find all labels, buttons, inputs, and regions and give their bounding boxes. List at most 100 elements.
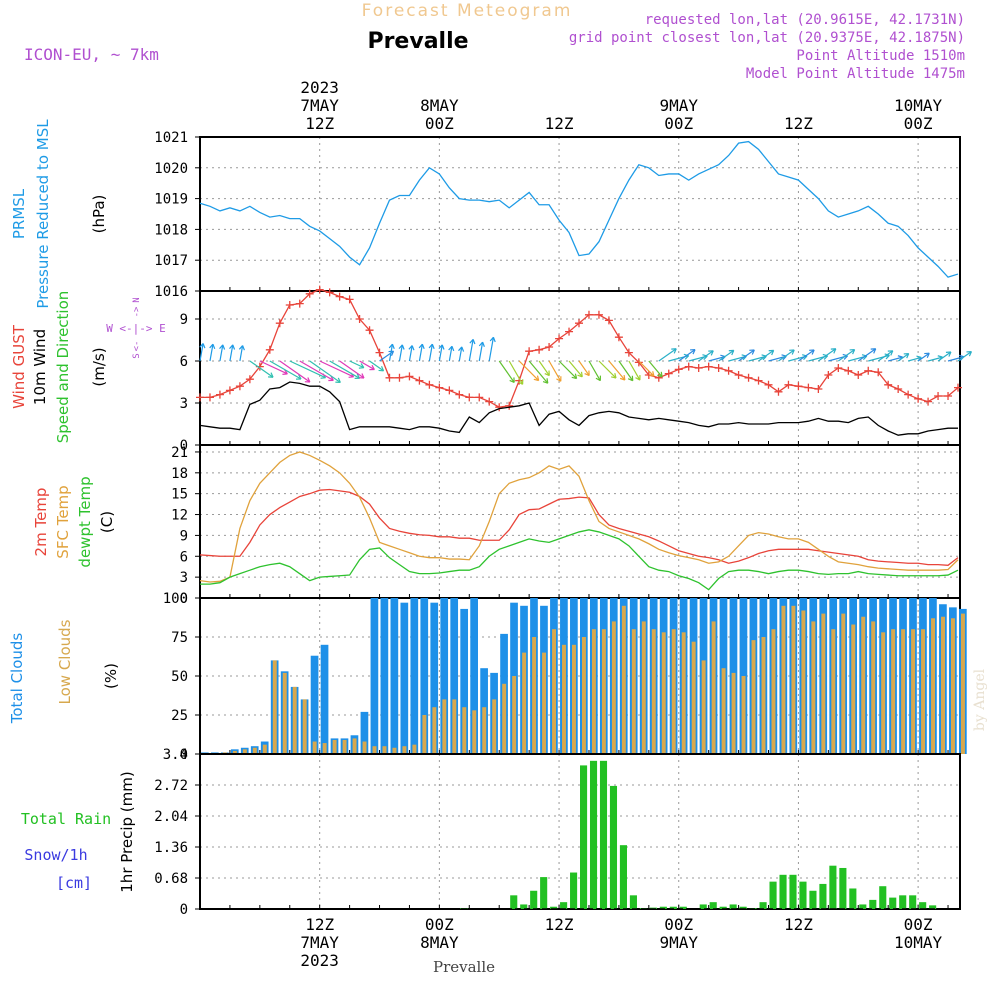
wind-labels: Wind GUST 10m Wind Speed and Direction (… [10,291,166,444]
wind-vector [299,360,334,381]
panel-frame [199,444,961,599]
wind-vector [548,360,562,382]
bar-rain [589,760,598,909]
ytick-label: 1020 [154,161,188,177]
gust-marker [455,390,464,399]
gust-marker [205,393,214,402]
ytick-label: 0 [180,438,188,454]
bar-low-clouds [731,672,736,754]
wind-vector-head [469,338,476,345]
wind-vector-head [533,375,540,382]
gust-marker [894,385,903,393]
wind-vector-head [335,377,341,384]
wind-vector-head [238,345,245,351]
gust-marker [565,327,574,336]
gridpoint-coords: grid point closest lon,lat (20.9375E, 42… [569,30,965,46]
ytick-label: 1016 [154,284,188,300]
bar-low-clouds [891,629,896,754]
bar-rain [899,895,907,909]
bar-low-clouds [701,660,706,754]
time-label: 2023 [300,78,339,97]
bar-low-clouds [601,629,606,754]
bar-rain [679,906,687,909]
gust-marker [445,386,454,395]
bar-low-clouds [362,741,367,754]
time-label: 00Z [664,114,693,133]
wind-vector [458,346,463,362]
gust-marker [425,380,434,389]
bar-low-clouds [761,637,766,754]
wind-vector-head [924,352,930,359]
gust-marker [325,288,334,297]
gust-marker [884,380,893,389]
station-title: Prevalle [367,29,468,54]
wind-vector [538,360,550,376]
wind-vector-head [556,376,562,382]
bar-low-clouds [901,629,906,754]
bar-low-clouds [681,632,686,754]
wind-vector [488,337,495,362]
bar-rain [709,902,717,909]
bar-low-clouds [302,699,307,754]
bar-rain [550,906,558,909]
ytick-label: 3.4 [163,747,188,763]
wind-vector [917,352,930,362]
wind-vector-head [542,378,549,384]
wind-dir-label: Speed and Direction [54,291,72,444]
panel-temperature: 0 3 6 9 12 15 18 21 [171,444,961,607]
ytick-label: 75 [171,630,188,646]
wind-vector-head [517,379,524,385]
gust-marker [634,358,643,367]
ytick-label: 0.68 [154,871,188,887]
wind-vector [758,349,775,362]
bar-low-clouds [941,616,945,754]
panel-frame [199,136,961,292]
gust-marker [385,373,394,382]
bar-low-clouds [372,746,377,754]
wind-vector [428,344,433,362]
series-line-pressure [199,140,959,278]
bar-low-clouds [721,668,726,754]
gust-marker [196,393,204,402]
bar-total-clouds [380,598,389,754]
bar-low-clouds [801,610,806,754]
gust-marker [245,375,254,384]
gust-marker [624,348,633,357]
bar-low-clouds [282,672,287,754]
bar-rain [520,904,528,909]
bar-low-clouds [791,605,796,754]
gust-marker [275,319,284,328]
model-altitude: Model Point Altitude 1475m [746,66,965,82]
bar-rain [839,867,847,909]
bar-rain [560,902,568,909]
bar-rain [809,890,817,909]
wind-vector-head [398,344,405,350]
bar-low-clouds [851,624,856,754]
wind-unit: (m/s) [90,347,108,386]
snow-label: Snow/1h [24,846,87,864]
wind-vector-head [358,373,365,379]
gust-marker [415,376,424,385]
wind-vector-head [544,370,550,377]
bar-rain [799,881,807,909]
pressure-name: PRMSL [10,188,28,239]
wind-vector [937,351,952,362]
credit-watermark: by Angel [972,668,988,731]
clouds-labels: Total Clouds Low Clouds (%) [8,619,120,724]
bar-low-clouds [492,699,497,754]
time-label: 9MAY [659,96,698,115]
ytick-label: 50 [171,669,188,685]
bar-low-clouds [392,747,397,754]
gust-marker [614,333,623,342]
series-line-dewpt-temp [200,529,959,591]
wind-vector-head [887,350,894,356]
bar-rain [769,881,777,909]
wind-vector-head [428,343,435,350]
bar-low-clouds [422,715,427,754]
ytick-label: 1018 [154,222,188,238]
bar-rain [659,906,667,909]
time-label: 9MAY [659,933,698,952]
bar-rain [729,904,737,909]
bar-total-clouds [440,598,449,754]
